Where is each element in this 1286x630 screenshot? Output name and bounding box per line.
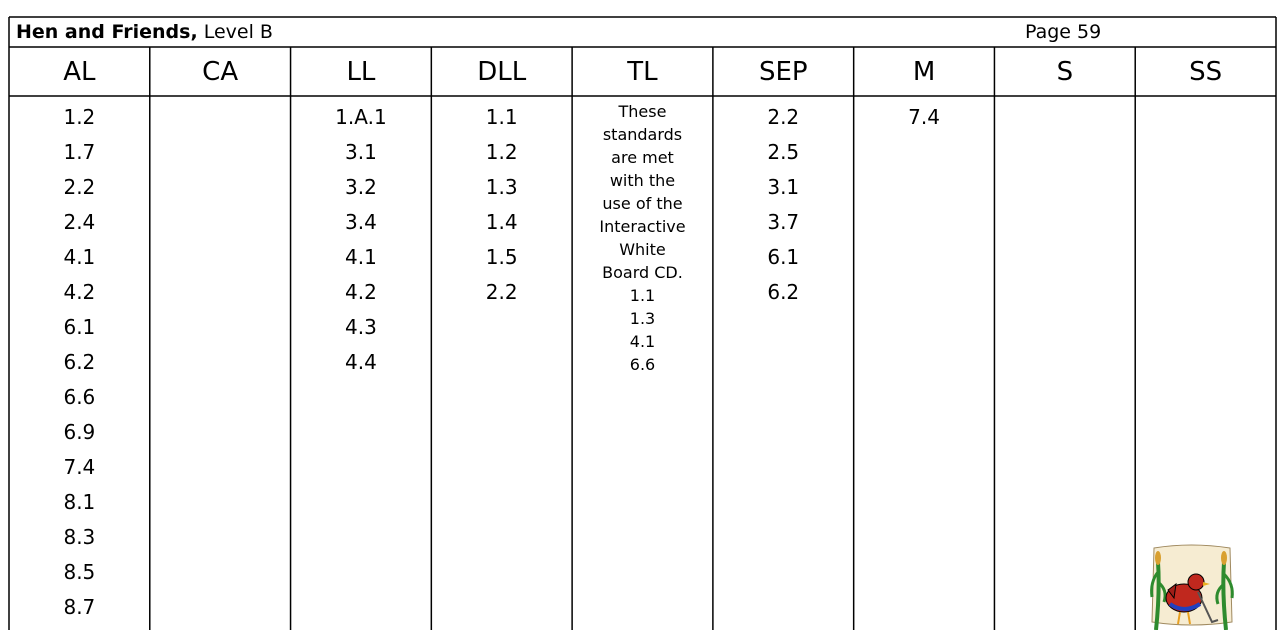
column-header: TL — [572, 48, 713, 96]
cell-item: 4.1 — [291, 240, 432, 275]
column-header: S — [994, 48, 1135, 96]
cell-item: 2.5 — [713, 135, 854, 170]
cell-item: use of the — [572, 192, 713, 215]
cell-item: 4.2 — [9, 275, 150, 310]
column-cell: 7.4 — [854, 100, 995, 135]
cell-item: These — [572, 100, 713, 123]
cell-item: 8.7 — [9, 590, 150, 625]
title-bold: Hen and Friends, — [16, 21, 198, 43]
hen-illustration — [1146, 542, 1236, 630]
cell-item: 1.2 — [431, 135, 572, 170]
cell-item: 3.4 — [291, 205, 432, 240]
cell-item: 8.5 — [9, 555, 150, 590]
column-header: SS — [1135, 48, 1276, 96]
column-header: CA — [150, 48, 291, 96]
cell-item: 1.5 — [431, 240, 572, 275]
title: Hen and Friends, Level B — [16, 18, 273, 47]
page-number: Page 59 — [1025, 18, 1101, 47]
cell-item: 6.1 — [9, 310, 150, 345]
cell-item: 7.4 — [854, 100, 995, 135]
cell-item: 2.2 — [431, 275, 572, 310]
cell-item: 4.3 — [291, 310, 432, 345]
column-header: SEP — [713, 48, 854, 96]
cell-item: 3.1 — [291, 135, 432, 170]
cell-item: 4.2 — [291, 275, 432, 310]
cell-item: 6.6 — [9, 380, 150, 415]
cell-item: 6.6 — [572, 353, 713, 376]
cell-item: 3.1 — [713, 170, 854, 205]
cell-item: Interactive — [572, 215, 713, 238]
cell-item: 1.A.1 — [291, 100, 432, 135]
title-rest: Level B — [204, 21, 273, 43]
cell-item: standards — [572, 123, 713, 146]
cell-item: 1.4 — [431, 205, 572, 240]
cell-item: 4.4 — [291, 345, 432, 380]
cell-item: 2.2 — [9, 170, 150, 205]
cell-item: 1.1 — [572, 284, 713, 307]
cell-item: 3.7 — [713, 205, 854, 240]
cell-item: 6.2 — [9, 345, 150, 380]
cell-item: 4.1 — [9, 240, 150, 275]
cell-item: are met — [572, 146, 713, 169]
cell-item: 6.1 — [713, 240, 854, 275]
column-header: LL — [291, 48, 432, 96]
column-header: M — [854, 48, 995, 96]
cell-item: Board CD. — [572, 261, 713, 284]
column-header: DLL — [431, 48, 572, 96]
page: Hen and Friends, Level B Page 59 AL1.21.… — [0, 0, 1286, 630]
cell-item: 7.4 — [9, 450, 150, 485]
cell-item: 1.3 — [431, 170, 572, 205]
cell-item: 8.3 — [9, 520, 150, 555]
cell-item: 1.7 — [9, 135, 150, 170]
cell-item: 2.4 — [9, 205, 150, 240]
cell-item: 3.2 — [291, 170, 432, 205]
cell-item: 6.9 — [9, 415, 150, 450]
cell-item: 6.2 — [713, 275, 854, 310]
cell-item: with the — [572, 169, 713, 192]
cell-item: 4.1 — [572, 330, 713, 353]
column-header: AL — [9, 48, 150, 96]
cell-item: 1.1 — [431, 100, 572, 135]
cell-item: White — [572, 238, 713, 261]
cell-item: 8.1 — [9, 485, 150, 520]
cell-item: 2.2 — [713, 100, 854, 135]
cell-item: 1.3 — [572, 307, 713, 330]
cell-item: 1.2 — [9, 100, 150, 135]
